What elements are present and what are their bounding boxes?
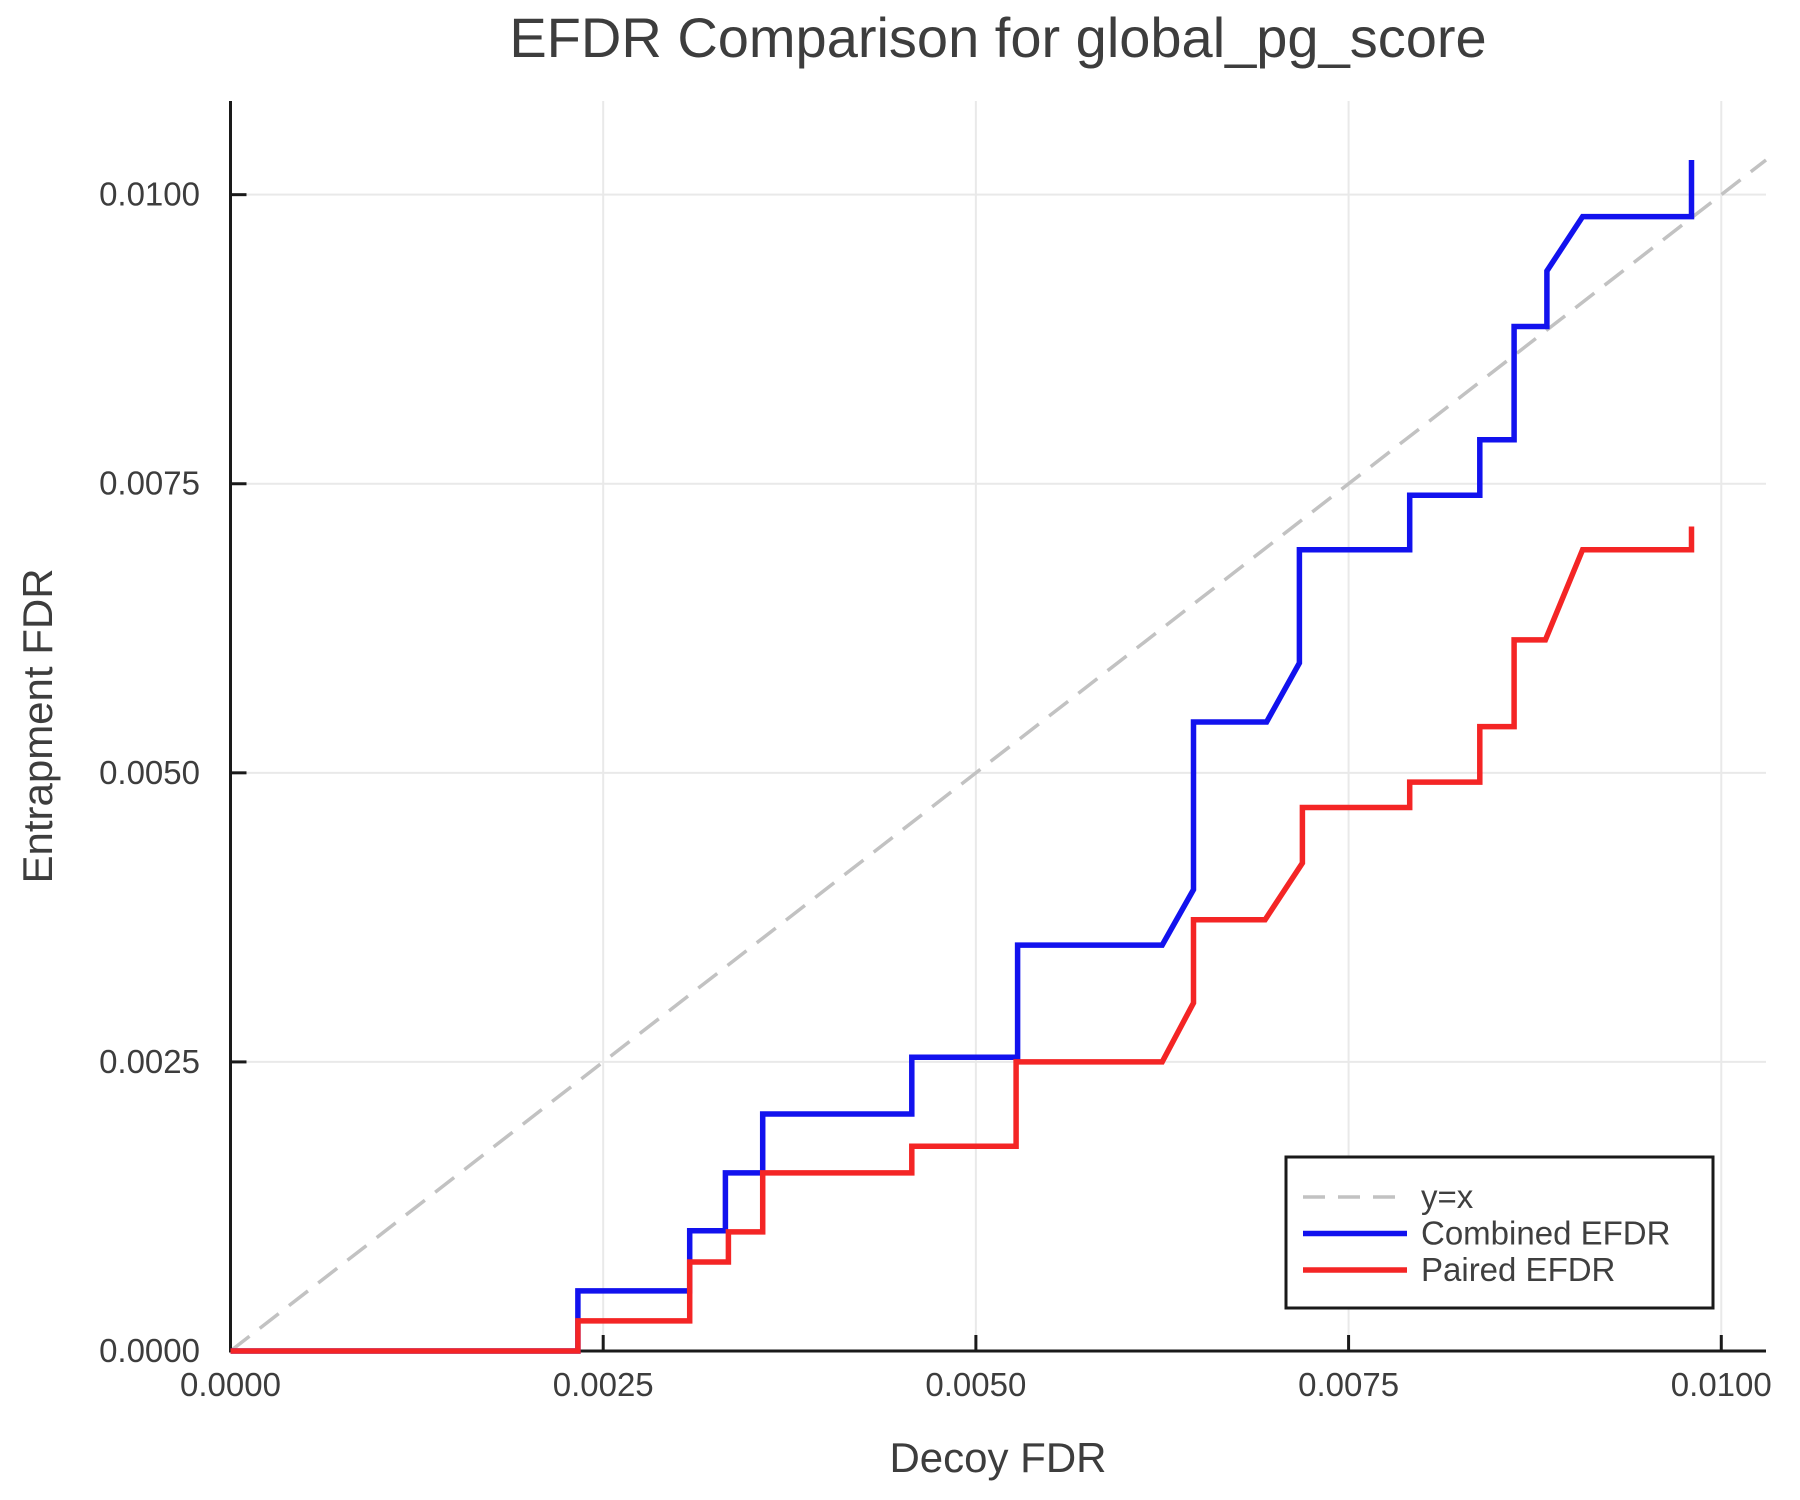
series-y-x xyxy=(229,158,1768,1353)
x-tick-label: 0.0000 xyxy=(180,1366,281,1403)
y-tick-label: 0.0075 xyxy=(99,465,200,502)
reference-line-layer xyxy=(229,158,1768,1353)
grid-layer xyxy=(230,101,1766,1351)
y-tick-label: 0.0100 xyxy=(99,176,200,213)
x-tick-label: 0.0050 xyxy=(925,1366,1026,1403)
x-tick-label: 0.0025 xyxy=(553,1366,654,1403)
y-tick-label: 0.0050 xyxy=(99,754,200,791)
axes-layer: 0.0000 0.0025 0.0050 0.0075 0.0100 0.0000 0.00… xyxy=(99,101,1772,1403)
x-axis-label: Decoy FDR xyxy=(889,1434,1106,1481)
y-axis-label: Entrapment FDR xyxy=(14,568,61,883)
x-tick-label: 0.0100 xyxy=(1671,1366,1772,1403)
legend-label: Paired EFDR xyxy=(1421,1251,1615,1288)
y-tick-label: 0.0000 xyxy=(99,1332,200,1369)
x-tick-label: 0.0075 xyxy=(1298,1366,1399,1403)
series-paired-efdr xyxy=(230,526,1695,1354)
series-combined-efdr xyxy=(230,160,1695,1354)
series-layer xyxy=(230,160,1695,1354)
legend-label: Combined EFDR xyxy=(1421,1215,1670,1252)
chart-title: EFDR Comparison for global_pg_score xyxy=(509,6,1486,69)
y-tick-label: 0.0025 xyxy=(99,1043,200,1080)
legend-label: y=x xyxy=(1421,1178,1474,1215)
